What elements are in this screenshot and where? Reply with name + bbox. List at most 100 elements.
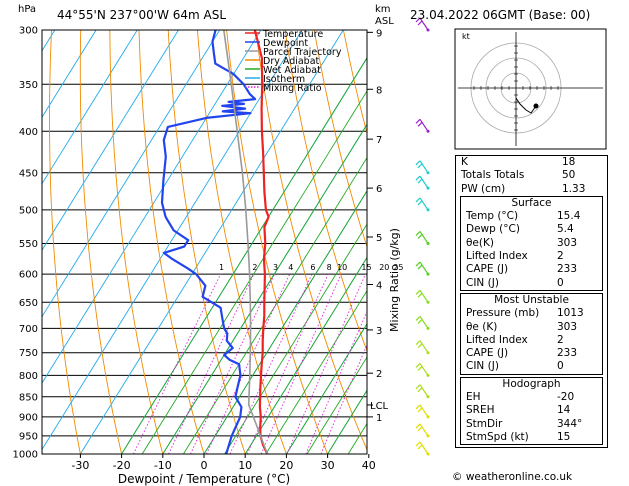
wind-barb-staff [419,423,429,437]
wind-barb-flag [415,231,421,236]
hodograph [454,28,607,150]
mixing-ratio-label: 25 [393,263,403,272]
wind-barb-staff [419,231,429,244]
x-tick-label: -10 [154,459,172,472]
isotherm-line [42,30,262,384]
index-value: 1.33 [562,182,586,195]
index-label: PW (cm) [461,182,506,195]
wind-barb-flag [415,315,421,321]
wind-barb-base [426,326,430,330]
axes: 3003504004505005506006507007508008509009… [13,26,404,473]
wind-barb-staff [419,160,429,174]
hodograph-storm-motion [533,103,539,109]
wind-barb-flag [415,423,421,429]
wind-barb-flag [417,407,423,413]
wind-barb-base [426,452,430,456]
wind-barb-flag [417,234,423,239]
surface-value: 5.4 [557,223,574,236]
mixing-ratio-line [229,273,313,454]
sounding-line-parcel-trajectory [223,30,269,454]
dry-adiabat-line [79,30,123,454]
index-row: K 18 [456,156,607,169]
most-unstable-row: CIN (J) 0 [461,360,602,373]
hodograph-label: SREH [466,404,495,417]
wind-barb [415,261,430,276]
pressure-unit-label: hPa [18,4,36,15]
wind-barb-staff [419,384,429,398]
wind-barb-flag [417,20,423,26]
height-tick-label: 1 [376,413,382,424]
legend-label: Dewpoint [263,38,308,49]
indices-panel: K 18 Totals Totals 50 PW (cm) 1.33 Surface Te… [455,155,608,449]
x-tick-label: -30 [71,459,89,472]
pressure-tick-label: 950 [19,431,38,442]
hodograph-label: StmDir [466,417,503,430]
surface-value: 233 [557,263,578,276]
most-unstable-value: 233 [557,347,578,360]
wind-barb [415,175,430,190]
index-value: 50 [562,169,576,182]
wind-barb-base [426,351,430,355]
most-unstable-title: Most Unstable [494,293,569,306]
mixing-ratio-line [132,273,222,454]
wind-barb [415,404,430,419]
hodograph-value: 15 [557,430,571,443]
index-label: Totals Totals [461,169,525,182]
hodograph-value: 14 [557,404,571,417]
pressure-tick-label: 350 [19,80,38,91]
pressure-tick-label: 550 [19,239,38,250]
wet-adiabat-line [121,56,367,454]
wind-barb-flag [415,289,421,295]
surface-row: Dewp (°C) 5.4 [461,223,602,236]
wind-barb-flag [417,178,423,184]
wind-barb-flag [415,160,421,166]
wind-barb-flag [417,200,423,206]
isotherm-line [42,30,179,251]
mixing-ratio-line [168,273,255,454]
hodograph-frame [454,28,607,150]
wind-barb [415,340,430,355]
pressure-tick-label: 850 [19,392,38,403]
background-lines [0,30,367,454]
wet-adiabat-line [306,356,367,454]
hodograph-title: Hodograph [502,377,561,390]
wind-barb-base [426,241,430,245]
km-unit-label: km [375,4,391,15]
wind-barb-staff [419,441,429,455]
index-row: PW (cm) 1.33 [456,183,607,196]
dry-adiabat-line [109,30,164,454]
pressure-tick-label: 700 [19,324,38,335]
x-tick-label: 30 [321,459,335,472]
wind-barb-flag [417,318,423,324]
most-unstable-label: CAPE (J) [466,347,509,360]
surface-label: Lifted Index [466,250,528,263]
index-value: 18 [562,156,576,168]
wind-barb-flag [417,163,423,169]
x-tick-label: 10 [238,459,252,472]
hodograph-box: Hodograph EH -20 SREH 14 StmDir 344° StmSpd (k… [460,376,603,446]
wind-barb-flag [415,17,421,23]
height-tick-label: 3 [376,326,382,337]
height-tick-label: 7 [376,135,382,146]
hodograph-label: StmSpd (kt) [466,430,529,443]
hodograph-unit-label: kt [462,32,470,41]
height-tick-label: 9 [376,28,382,39]
isotherm-line [0,30,14,454]
hodograph-row: SREH 14 [461,404,602,417]
pressure-tick-label: 600 [19,270,38,281]
most-unstable-value: 0 [557,360,564,373]
asl-unit-label: ASL [375,16,394,27]
most-unstable-label: Pressure (mb) [466,307,540,320]
wind-barb-flag [415,261,421,267]
wind-barb-staff [419,17,429,31]
pressure-tick-label: 450 [19,168,38,179]
wind-barb-flag [417,426,423,432]
wet-adiabat-line [162,123,367,454]
wind-barb-base [426,395,430,399]
most-unstable-row: CAPE (J) 233 [461,347,602,360]
index-row: Totals Totals 50 [456,169,607,182]
mixing-ratio-label: 8 [327,263,332,272]
dry-adiabat-line [167,30,246,454]
most-unstable-row: Lifted Index 2 [461,334,602,347]
